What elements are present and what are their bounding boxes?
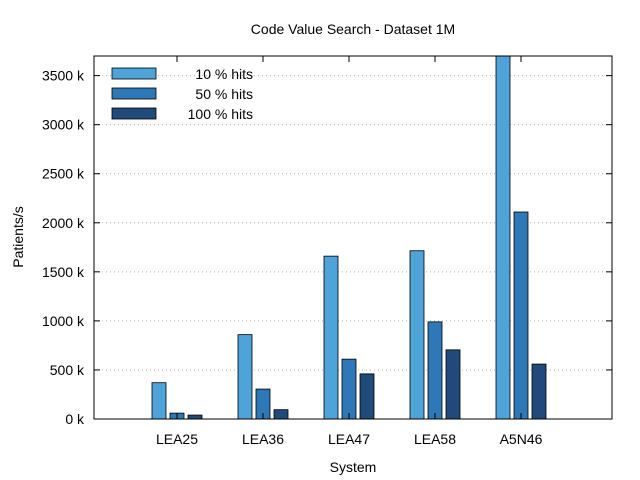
x-tick-label: A5N46 xyxy=(500,431,543,447)
bar-a5n46-series-1 xyxy=(495,55,511,420)
x-tick-label: LEA58 xyxy=(414,431,456,447)
legend-label: 50 % hits xyxy=(195,86,253,102)
bar-lea25-series-1 xyxy=(151,382,167,420)
legend-label: 10 % hits xyxy=(195,66,253,82)
bar-lea58-series-2 xyxy=(427,321,443,420)
x-tick-label: LEA25 xyxy=(156,431,198,447)
plot-frame xyxy=(93,55,613,420)
bar-lea58-series-1 xyxy=(409,250,425,420)
bar-lea36-series-3 xyxy=(273,409,289,420)
y-axis-ticks: 0 k 500 k 1000 k 1500 k 2000 k 2500 k 3000 k 35… xyxy=(42,68,612,427)
y-tick-label: 2500 k xyxy=(42,166,85,182)
bar-lea36-series-1 xyxy=(237,334,253,420)
legend-swatch xyxy=(111,67,157,80)
x-tick-label: LEA47 xyxy=(328,431,370,447)
bar-lea47-series-3 xyxy=(359,373,375,420)
bar-a5n46-series-3 xyxy=(531,363,547,420)
y-tick-label: 500 k xyxy=(50,362,85,378)
y-tick-label: 3500 k xyxy=(42,68,85,84)
legend-swatch xyxy=(111,87,157,100)
y-tick-label: 1500 k xyxy=(42,264,85,280)
chart-title: Code Value Search - Dataset 1M xyxy=(251,21,455,37)
bar-lea58-series-3 xyxy=(445,349,461,420)
y-tick-label: 1000 k xyxy=(42,313,85,329)
legend-label: 100 % hits xyxy=(188,106,253,122)
x-axis-label: System xyxy=(330,459,377,475)
x-tick-label: LEA36 xyxy=(242,431,284,447)
legend: 10 % hits 50 % hits 100 % hits xyxy=(111,66,253,122)
grid-lines xyxy=(94,75,612,371)
legend-swatch xyxy=(111,107,157,120)
bar-lea25-series-3 xyxy=(187,414,203,420)
y-axis-label: Patients/s xyxy=(10,206,26,267)
bar-lea47-series-1 xyxy=(323,255,339,420)
x-axis-ticks: LEA25 LEA36 LEA47 LEA58 A5N46 xyxy=(156,56,543,447)
y-tick-label: 0 k xyxy=(65,411,85,427)
bar-a5n46-series-2 xyxy=(513,211,529,420)
y-tick-label: 3000 k xyxy=(42,117,85,133)
bar-lea47-series-2 xyxy=(341,358,357,420)
y-tick-label: 2000 k xyxy=(42,215,85,231)
